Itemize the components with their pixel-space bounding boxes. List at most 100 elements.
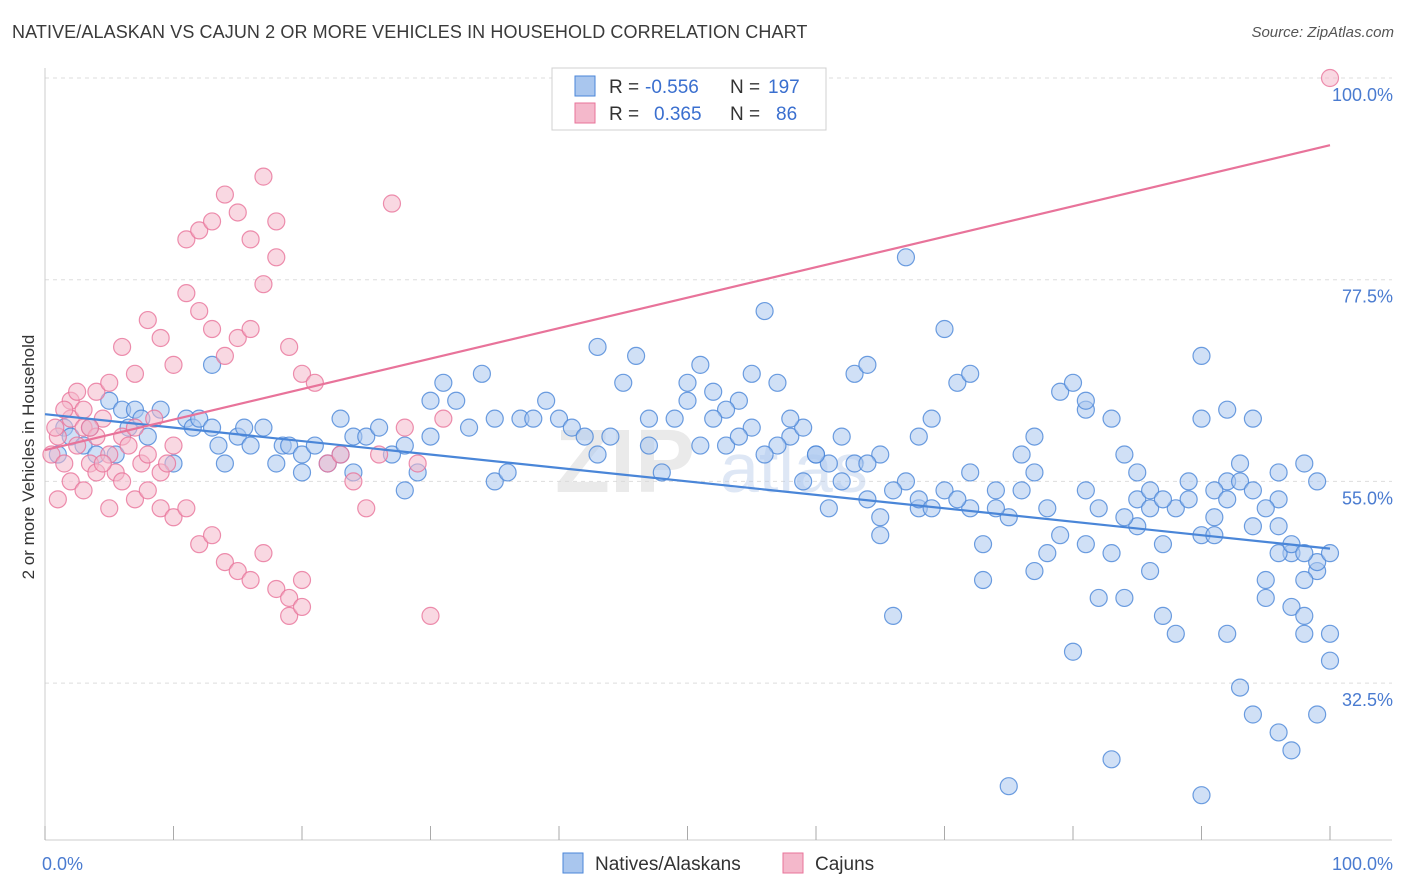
point-natives bbox=[858, 454, 877, 473]
point-natives bbox=[1153, 535, 1173, 554]
legend-n-label-2: N = bbox=[730, 104, 760, 125]
point-cajuns bbox=[48, 490, 67, 509]
point-natives bbox=[665, 409, 684, 428]
point-natives bbox=[729, 391, 749, 410]
point-natives bbox=[794, 472, 813, 491]
point-natives bbox=[1166, 499, 1185, 518]
legend-box bbox=[551, 67, 827, 131]
point-natives bbox=[537, 391, 556, 410]
point-cajuns bbox=[190, 535, 209, 554]
point-natives bbox=[742, 364, 761, 383]
point-natives bbox=[1205, 508, 1224, 527]
point-natives bbox=[1269, 463, 1288, 482]
legend-bottom: Natives/Alaskans Cajuns bbox=[562, 852, 874, 875]
point-natives bbox=[1115, 508, 1134, 527]
point-natives bbox=[421, 391, 440, 410]
y-tick-label: 32.5% bbox=[1342, 690, 1393, 710]
point-natives bbox=[138, 427, 157, 446]
point-cajuns bbox=[267, 579, 286, 599]
trendline-natives bbox=[44, 413, 1331, 550]
point-cajuns bbox=[190, 301, 209, 321]
point-natives bbox=[883, 606, 903, 625]
point-natives bbox=[832, 427, 851, 446]
legend-r-value-1: -0.556 bbox=[645, 77, 699, 98]
legend-n-value-2: 86 bbox=[776, 104, 797, 125]
point-natives bbox=[254, 418, 273, 437]
point-natives bbox=[909, 490, 928, 509]
point-cajuns bbox=[254, 275, 273, 294]
point-natives bbox=[1256, 570, 1275, 590]
point-natives bbox=[691, 436, 710, 455]
point-cajuns bbox=[241, 319, 260, 339]
point-natives bbox=[588, 445, 607, 464]
point-natives bbox=[241, 436, 260, 455]
point-natives bbox=[1063, 373, 1083, 392]
point-natives bbox=[549, 409, 569, 428]
point-natives bbox=[973, 535, 993, 554]
point-cajuns bbox=[434, 409, 453, 428]
point-natives bbox=[1308, 552, 1327, 572]
point-natives bbox=[639, 436, 659, 455]
legend-bottom-swatch-pink bbox=[782, 852, 804, 874]
point-natives bbox=[704, 409, 723, 428]
point-natives bbox=[357, 427, 376, 446]
point-natives bbox=[806, 445, 826, 464]
point-natives bbox=[524, 409, 543, 428]
point-natives bbox=[832, 472, 851, 491]
point-natives bbox=[948, 490, 967, 509]
point-natives bbox=[1295, 570, 1314, 590]
point-natives bbox=[1269, 723, 1288, 742]
point-natives bbox=[948, 373, 967, 392]
points-layer bbox=[42, 68, 1340, 805]
point-natives bbox=[1128, 517, 1147, 536]
point-natives bbox=[1012, 445, 1031, 464]
point-natives bbox=[1230, 454, 1250, 473]
point-natives bbox=[1192, 346, 1211, 366]
point-natives bbox=[292, 445, 312, 464]
point-cajuns bbox=[267, 212, 286, 231]
point-cajuns bbox=[292, 597, 312, 617]
trend-layer bbox=[44, 144, 1331, 550]
point-natives bbox=[716, 400, 736, 419]
grid-layer bbox=[45, 77, 1392, 684]
point-natives bbox=[729, 427, 749, 446]
axes-layer bbox=[44, 68, 1392, 841]
point-natives bbox=[755, 301, 774, 321]
point-cajuns bbox=[87, 382, 106, 401]
legend-r-value-2: 0.365 bbox=[654, 104, 702, 125]
point-natives bbox=[1089, 499, 1108, 518]
point-natives bbox=[447, 391, 466, 410]
point-cajuns bbox=[164, 436, 183, 455]
point-natives bbox=[202, 355, 222, 374]
point-cajuns bbox=[138, 481, 157, 500]
point-natives bbox=[1243, 409, 1263, 428]
point-natives bbox=[1128, 490, 1147, 509]
point-cajuns bbox=[215, 552, 234, 572]
legend-bottom-swatch-blue bbox=[562, 852, 584, 874]
point-natives bbox=[1179, 472, 1198, 491]
point-natives bbox=[1282, 597, 1301, 617]
point-natives bbox=[1269, 517, 1288, 536]
point-natives bbox=[999, 508, 1018, 527]
point-cajuns bbox=[395, 418, 414, 437]
point-natives bbox=[1038, 499, 1057, 518]
point-cajuns bbox=[46, 418, 65, 437]
point-cajuns bbox=[241, 570, 260, 590]
point-cajuns bbox=[177, 499, 196, 518]
point-natives bbox=[1025, 463, 1044, 482]
point-natives bbox=[202, 418, 222, 437]
point-cajuns bbox=[215, 346, 234, 366]
point-natives bbox=[1192, 409, 1211, 428]
point-natives bbox=[871, 508, 890, 527]
point-natives bbox=[1295, 544, 1314, 563]
point-cajuns bbox=[344, 472, 363, 491]
x-tick-label: 100.0% bbox=[1332, 854, 1393, 874]
point-cajuns bbox=[55, 400, 74, 419]
point-natives bbox=[1218, 624, 1237, 643]
point-natives bbox=[1230, 472, 1250, 491]
point-cajuns bbox=[254, 167, 273, 186]
legend-r-label-2: R = bbox=[609, 104, 639, 125]
point-cajuns bbox=[280, 337, 299, 357]
point-natives bbox=[1243, 481, 1263, 500]
